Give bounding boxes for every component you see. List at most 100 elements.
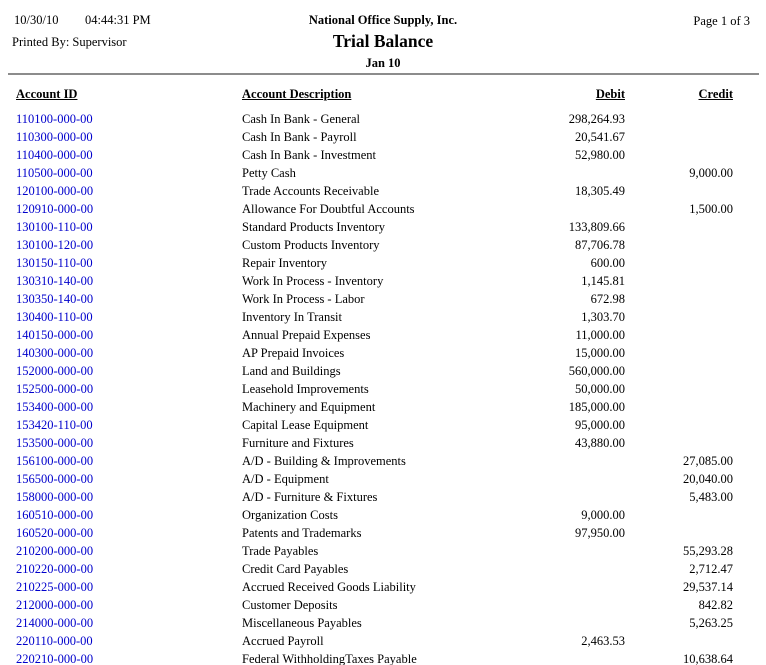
account-id-link[interactable]: 140300-000-00 <box>16 346 94 360</box>
account-description: Cash In Bank - Payroll <box>242 130 357 144</box>
debit-amount: 15,000.00 <box>575 346 625 360</box>
account-id-link[interactable]: 160510-000-00 <box>16 508 94 522</box>
account-description: A/D - Furniture & Fixtures <box>242 490 378 504</box>
account-id-link[interactable]: 110400-000-00 <box>16 148 93 162</box>
credit-amount: 5,263.25 <box>689 616 733 630</box>
credit-amount <box>625 272 733 290</box>
table-row: 210220-000-00 Credit Card Payables 2,712… <box>16 560 733 578</box>
account-description: Cash In Bank - Investment <box>242 148 377 162</box>
account-description: Work In Process - Inventory <box>242 274 384 288</box>
account-description: Custom Products Inventory <box>242 238 380 252</box>
account-id-link[interactable]: 158000-000-00 <box>16 490 94 504</box>
credit-amount <box>625 524 733 542</box>
account-id-link[interactable]: 140150-000-00 <box>16 328 94 342</box>
debit-amount: 9,000.00 <box>581 508 625 522</box>
table-row: 130150-110-00 Repair Inventory 600.00 <box>16 254 733 272</box>
account-id-link[interactable]: 120910-000-00 <box>16 202 94 216</box>
account-id-link[interactable]: 156100-000-00 <box>16 454 94 468</box>
account-description: A/D - Building & Improvements <box>242 454 406 468</box>
credit-amount: 1,500.00 <box>689 202 733 216</box>
debit-amount <box>522 488 625 506</box>
account-description: Work In Process - Labor <box>242 292 365 306</box>
account-id-link[interactable]: 153400-000-00 <box>16 400 94 414</box>
account-id-link[interactable]: 210200-000-00 <box>16 544 94 558</box>
account-description: AP Prepaid Invoices <box>242 346 345 360</box>
table-row: 110100-000-00 Cash In Bank - General 298… <box>16 110 733 128</box>
debit-amount <box>522 578 625 596</box>
account-id-link[interactable]: 160520-000-00 <box>16 526 94 540</box>
account-id-link[interactable]: 210225-000-00 <box>16 580 94 594</box>
table-row: 152500-000-00 Leasehold Improvements 50,… <box>16 380 733 398</box>
table-row: 130400-110-00 Inventory In Transit 1,303… <box>16 308 733 326</box>
account-id-link[interactable]: 152000-000-00 <box>16 364 94 378</box>
debit-amount: 87,706.78 <box>575 238 625 252</box>
account-id-link[interactable]: 110500-000-00 <box>16 166 93 180</box>
account-id-link[interactable]: 152500-000-00 <box>16 382 94 396</box>
report-date: 10/30/10 <box>14 13 59 27</box>
debit-amount <box>522 164 625 182</box>
credit-amount <box>625 416 733 434</box>
account-id-link[interactable]: 153500-000-00 <box>16 436 94 450</box>
account-id-link[interactable]: 212000-000-00 <box>16 598 94 612</box>
company-name: National Office Supply, Inc. <box>308 13 458 27</box>
table-row: 120910-000-00 Allowance For Doubtful Acc… <box>16 200 733 218</box>
debit-amount: 1,303.70 <box>581 310 625 324</box>
credit-amount <box>625 254 733 272</box>
debit-amount: 11,000.00 <box>575 328 625 342</box>
account-description: Annual Prepaid Expenses <box>242 328 371 342</box>
debit-amount: 50,000.00 <box>575 382 625 396</box>
table-row: 120100-000-00 Trade Accounts Receivable … <box>16 182 733 200</box>
account-description: Federal WithholdingTaxes Payable <box>242 652 417 665</box>
credit-amount <box>625 182 733 200</box>
table-row: 110500-000-00 Petty Cash 9,000.00 <box>16 164 733 182</box>
debit-amount: 600.00 <box>590 256 625 270</box>
account-id-link[interactable]: 130350-140-00 <box>16 292 94 306</box>
account-id-link[interactable]: 153420-110-00 <box>16 418 93 432</box>
account-id-link[interactable]: 110100-000-00 <box>16 112 93 126</box>
report-period: Jan 10 <box>365 56 401 70</box>
column-header-credit: Credit <box>698 87 734 101</box>
account-description: Miscellaneous Payables <box>242 616 362 630</box>
account-description: Accrued Received Goods Liability <box>242 580 416 594</box>
account-id-link[interactable]: 110300-000-00 <box>16 130 93 144</box>
table-row: 130310-140-00 Work In Process - Inventor… <box>16 272 733 290</box>
account-description: Customer Deposits <box>242 598 338 612</box>
account-id-link[interactable]: 130150-110-00 <box>16 256 93 270</box>
account-description: Standard Products Inventory <box>242 220 386 234</box>
table-row: 130100-110-00 Standard Products Inventor… <box>16 218 733 236</box>
account-id-link[interactable]: 130100-110-00 <box>16 220 93 234</box>
debit-amount <box>522 470 625 488</box>
table-row: 153500-000-00 Furniture and Fixtures 43,… <box>16 434 733 452</box>
credit-amount <box>625 344 733 362</box>
debit-amount: 2,463.53 <box>581 634 625 648</box>
trial-balance-table: Account ID Account Description Debit Cre… <box>16 87 733 665</box>
account-id-link[interactable]: 220210-000-00 <box>16 652 94 665</box>
account-description: Organization Costs <box>242 508 338 522</box>
credit-amount <box>625 236 733 254</box>
account-description: Patents and Trademarks <box>242 526 362 540</box>
credit-amount <box>625 110 733 128</box>
debit-amount: 185,000.00 <box>568 400 625 414</box>
account-description: Leasehold Improvements <box>242 382 369 396</box>
account-id-link[interactable]: 214000-000-00 <box>16 616 94 630</box>
account-id-link[interactable]: 120100-000-00 <box>16 184 94 198</box>
account-description: Credit Card Payables <box>242 562 349 576</box>
account-id-link[interactable]: 220110-000-00 <box>16 634 93 648</box>
account-description: Trade Accounts Receivable <box>242 184 379 198</box>
account-id-link[interactable]: 210220-000-00 <box>16 562 94 576</box>
header-divider <box>8 73 759 75</box>
credit-amount <box>625 308 733 326</box>
credit-amount: 2,712.47 <box>689 562 733 576</box>
table-row: 140300-000-00 AP Prepaid Invoices 15,000… <box>16 344 733 362</box>
account-description: Machinery and Equipment <box>242 400 376 414</box>
credit-amount <box>625 632 733 650</box>
debit-amount: 1,145.81 <box>581 274 625 288</box>
account-id-link[interactable]: 130310-140-00 <box>16 274 94 288</box>
account-id-link[interactable]: 130400-110-00 <box>16 310 93 324</box>
account-id-link[interactable]: 156500-000-00 <box>16 472 94 486</box>
account-id-link[interactable]: 130100-120-00 <box>16 238 94 252</box>
account-description: Allowance For Doubtful Accounts <box>242 202 415 216</box>
debit-amount <box>522 542 625 560</box>
credit-amount: 29,537.14 <box>683 580 733 594</box>
